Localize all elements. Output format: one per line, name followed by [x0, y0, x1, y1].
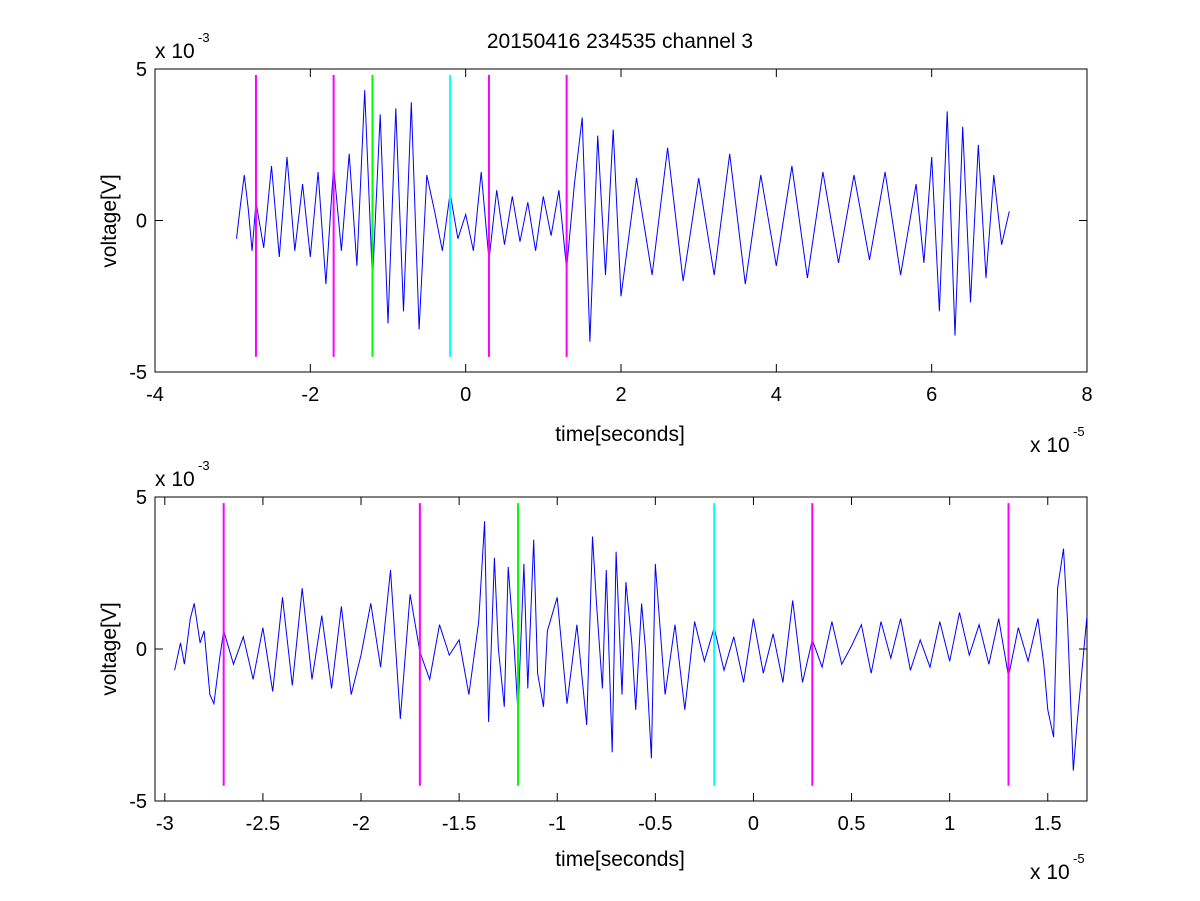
top-x-tick-label-4: 4 [771, 384, 782, 406]
bottom-x-tick-label-9: 1.5 [1034, 813, 1062, 835]
bottom-x-tick-label-5: -0.5 [638, 813, 672, 835]
top-x-tick-label-3: 2 [615, 384, 626, 406]
bottom-x-tick-label-0: -3 [156, 813, 174, 835]
bottom-plot-area: -3 -2.5 -2 -1.5 -1 -0.5 0 0.5 1 1.5 -5 0 5 [129, 487, 1088, 835]
top-x-axis-label: time[seconds] [555, 423, 685, 446]
top-y-tick-label-1: 0 [136, 211, 147, 233]
bottom-y-multiplier: x 10 -3 [155, 458, 210, 491]
bottom-y-tick-label-2: 5 [136, 487, 147, 509]
top-plot-area: -4 -2 0 2 4 6 8 -5 0 5 [129, 59, 1092, 406]
bottom-x-tick-label-8: 1 [944, 813, 955, 835]
top-y-multiplier-exp: -3 [198, 30, 210, 45]
bottom-x-multiplier-exp: -5 [1073, 851, 1085, 866]
top-x-multiplier-base: x 10 [1030, 434, 1070, 457]
top-y-tick-label-0: -5 [129, 362, 147, 384]
top-plot-title: 20150416 234535 channel 3 [487, 30, 753, 53]
bottom-y-tick-label-1: 0 [136, 639, 147, 661]
top-series-line-0 [236, 90, 1010, 342]
bottom-x-multiplier: x 10 -5 [1030, 851, 1085, 884]
top-y-multiplier-base: x 10 [155, 40, 195, 63]
bottom-x-tick-label-3: -1.5 [442, 813, 476, 835]
top-x-tick-label-1: -2 [301, 384, 319, 406]
top-y-multiplier: x 10 -3 [155, 30, 210, 63]
bottom-x-tick-label-7: 0.5 [838, 813, 866, 835]
bottom-y-multiplier-base: x 10 [155, 468, 195, 491]
top-x-tick-label-6: 8 [1081, 384, 1092, 406]
bottom-x-tick-label-6: 0 [748, 813, 759, 835]
bottom-y-multiplier-exp: -3 [198, 458, 210, 473]
top-x-tick-label-5: 6 [926, 384, 937, 406]
top-plot: 20150416 234535 channel 3 x 10 -3 -4 -2 0 2… [98, 30, 1093, 457]
top-x-multiplier: x 10 -5 [1030, 424, 1085, 457]
bottom-axes-box [154, 496, 1088, 802]
bottom-y-tick-label-0: -5 [129, 791, 147, 813]
bottom-x-axis-label: time[seconds] [555, 848, 685, 871]
top-x-tick-label-0: -4 [146, 384, 164, 406]
bottom-x-multiplier-base: x 10 [1030, 861, 1070, 884]
bottom-series-line-0 [174, 521, 1088, 771]
bottom-x-tick-label-1: -2.5 [246, 813, 280, 835]
top-x-multiplier-exp: -5 [1073, 424, 1085, 439]
top-y-axis-label: voltage[V] [98, 174, 121, 267]
bottom-y-axis-label: voltage[V] [98, 602, 121, 695]
top-y-tick-label-2: 5 [136, 59, 147, 81]
top-x-tick-label-2: 0 [460, 384, 471, 406]
bottom-x-tick-label-4: -1 [548, 813, 566, 835]
bottom-plot: x 10 -3 -3 -2.5 -2 -1.5 -1 -0.5 0 0.5 1 1.5 -5 0 5 t… [98, 458, 1088, 884]
bottom-x-tick-label-2: -2 [352, 813, 370, 835]
